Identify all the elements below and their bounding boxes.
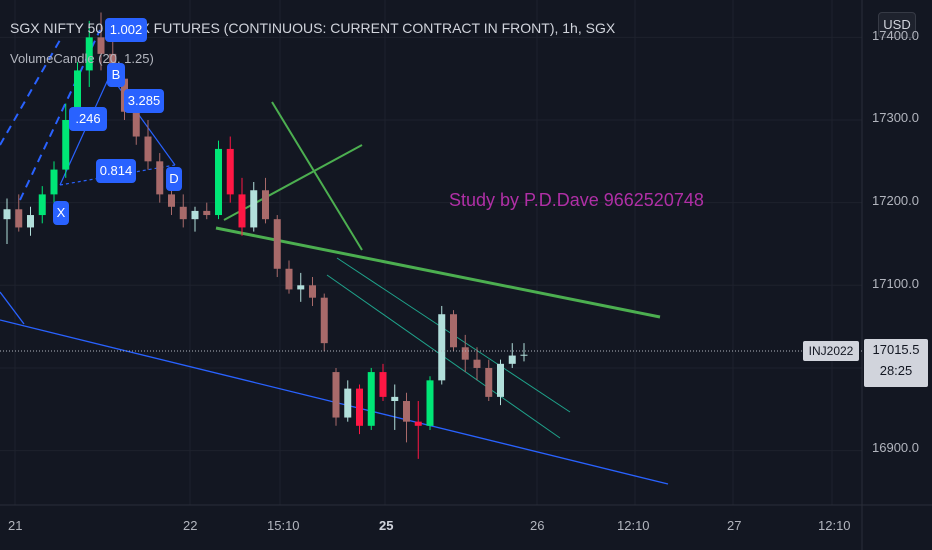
blue-trendline-left (0, 291, 25, 325)
y-tick-17100: 17100.0 (872, 276, 919, 291)
pattern-point-d[interactable]: D (166, 167, 182, 191)
green-fan-line-down (271, 101, 363, 251)
harmonic-xd-dotted (59, 164, 176, 186)
last-price-value: 17015.5 (872, 342, 920, 357)
candle-body (473, 359, 481, 368)
candle-body (215, 148, 222, 216)
candle-body (144, 136, 152, 162)
candle-body (344, 388, 352, 418)
x-tick-1210-b: 12:10 (818, 518, 851, 533)
candle-body (426, 380, 434, 426)
candle-body (250, 190, 258, 228)
candle-body (262, 190, 269, 220)
candle-body (379, 372, 387, 397)
green-fan-line-up (223, 144, 363, 221)
candle-body (332, 372, 340, 418)
candle-body (15, 209, 23, 228)
ratio-label-bd[interactable]: 3.285 (124, 89, 164, 113)
candles (3, 12, 528, 459)
x-tick-1210-a: 12:10 (617, 518, 650, 533)
x-tick-21: 21 (8, 518, 23, 533)
currency-button[interactable]: USD (878, 12, 916, 38)
candle-body (62, 120, 70, 170)
candle-body (356, 388, 363, 426)
candle-body (403, 401, 410, 422)
candle-body (520, 354, 528, 356)
candle-body (297, 285, 305, 290)
candle-body (285, 268, 293, 290)
harmonic-xa-dashed (0, 39, 61, 146)
candle-body (461, 347, 469, 360)
x-tick-1510: 15:10 (267, 518, 300, 533)
candle-body (191, 210, 199, 220)
y-tick-top-partial: 17400.0 (872, 28, 919, 43)
study-annotation: Study by P.D.Dave 9662520748 (449, 190, 704, 210)
harmonic-leg-bd (109, 74, 176, 166)
candle-body (38, 194, 46, 216)
ratio-label-top[interactable]: 1.002 (105, 18, 147, 42)
candle-body (438, 314, 446, 381)
last-price-box: 17015.5 28:25 (864, 339, 928, 387)
grid (0, 0, 862, 505)
candle-body (367, 372, 375, 426)
chart-title: SGX NIFTY 50 INDEX FUTURES (CONTINUOUS: … (10, 20, 616, 36)
ratio-label-xd[interactable]: 0.814 (96, 159, 136, 183)
ratio-label-xb[interactable]: .246 (69, 107, 107, 131)
candle-body (238, 194, 246, 228)
candle-body (168, 194, 175, 207)
candle-body (132, 111, 140, 137)
y-tick-17300: 17300.0 (872, 110, 919, 125)
pattern-point-b[interactable]: B (107, 63, 125, 87)
x-tick-22: 22 (183, 518, 198, 533)
candle-body (320, 297, 328, 344)
candle-body (309, 285, 316, 298)
candle-body (414, 421, 422, 426)
candle-body (226, 148, 234, 195)
candle-body (497, 363, 504, 397)
candle-body (74, 70, 81, 120)
candle-body (508, 355, 516, 364)
bar-countdown: 28:25 (879, 363, 913, 378)
instrument-label: INJ2022 (803, 341, 859, 361)
y-tick-16900: 16900.0 (872, 440, 919, 455)
candle-body (273, 219, 281, 269)
indicator-legend[interactable]: VolumeCandle (20, 1.25) (10, 51, 154, 66)
candle-body (3, 209, 11, 220)
candle-body (179, 206, 187, 220)
x-tick-26: 26 (530, 518, 545, 533)
candle-body (27, 215, 34, 228)
y-tick-17200: 17200.0 (872, 193, 919, 208)
x-tick-25: 25 (379, 518, 394, 533)
candle-body (156, 161, 164, 195)
candle-body (85, 37, 93, 71)
candle-body (203, 210, 211, 216)
pattern-point-x[interactable]: X (53, 201, 69, 225)
candle-body (450, 314, 457, 348)
candle-body (97, 37, 105, 54)
green-resistance-line (215, 226, 661, 319)
candle-body (50, 169, 58, 195)
candle-body (485, 367, 493, 397)
candle-body (391, 396, 399, 402)
x-tick-27: 27 (727, 518, 742, 533)
